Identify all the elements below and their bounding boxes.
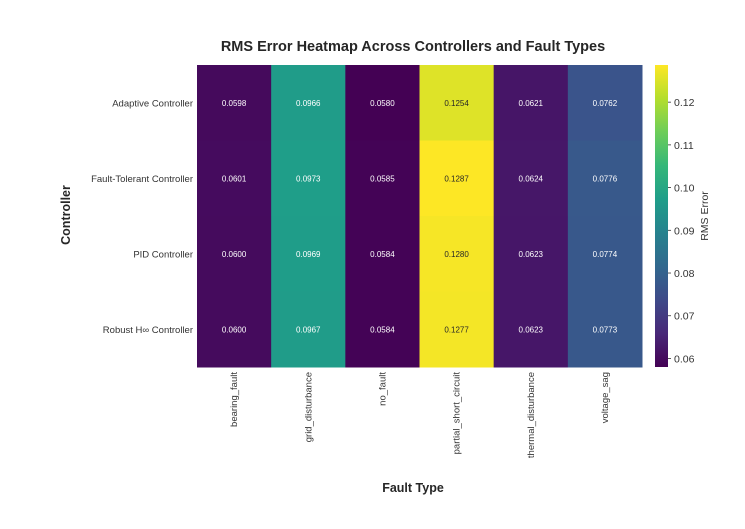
heatmap-cell [271,65,346,141]
cell-value-label: 0.0773 [593,325,618,334]
colorbar-tick-label: 0.07 [674,311,695,323]
heatmap-cell [493,140,569,217]
heatmap-cell [197,140,272,217]
heatmap-cell [493,291,569,368]
colorbar-ticks: 0.06 0.07 0.08 0.09 0.10 0.11 0.12 [668,97,695,365]
colorbar [655,65,668,367]
heatmap-cell [419,140,495,217]
y-axis-title: Controller [59,185,73,245]
heatmap-cell-labels: 0.0598 0.0966 0.0580 0.1254 0.0621 0.0762 0.06… [222,99,618,335]
cell-value-label: 0.1277 [444,325,469,334]
cell-value-label: 0.0584 [370,325,395,334]
cell-value-label: 0.0623 [519,325,544,334]
colorbar-tick-label: 0.06 [674,353,695,365]
x-tick-label: partial_short_circuit [452,372,463,455]
cell-value-label: 0.0623 [519,250,544,259]
heatmap-cell [271,216,346,292]
heatmap-cell [197,216,272,292]
cell-value-label: 0.0776 [593,174,618,183]
x-tick-label: no_fault [377,372,388,406]
cell-value-label: 0.0585 [370,174,395,183]
colorbar-tick-label: 0.08 [674,268,695,280]
cell-value-label: 0.1254 [444,99,469,108]
x-tick-label: voltage_sag [600,372,611,423]
heatmap-cell [345,140,420,217]
colorbar-tick-label: 0.10 [674,183,695,195]
heatmap-cell [345,291,420,368]
heatmap-cell [419,216,495,292]
cell-value-label: 0.0966 [296,99,321,108]
y-tick-label: Robust H∞ Controller [103,325,193,336]
x-axis-ticks: bearing_fault grid_disturbance no_fault par… [229,372,611,458]
heatmap-cells [197,65,643,368]
heatmap-cell [567,140,643,217]
cell-value-label: 0.0967 [296,325,321,334]
colorbar-tick-label: 0.09 [674,225,695,237]
heatmap-cell [271,291,346,368]
cell-value-label: 0.0762 [593,99,618,108]
heatmap-cell [567,65,643,141]
heatmap-cell [419,291,495,368]
chart-title: RMS Error Heatmap Across Controllers and… [221,39,605,55]
cell-value-label: 0.0598 [222,99,247,108]
heatmap-cell [345,216,420,292]
x-tick-label: grid_disturbance [303,372,314,442]
colorbar-tick-label: 0.11 [674,140,694,152]
heatmap-cell [493,65,569,141]
cell-value-label: 0.0969 [296,250,321,259]
cell-value-label: 0.0600 [222,250,247,259]
heatmap-cell [567,291,643,368]
y-tick-label: Fault-Tolerant Controller [91,174,193,185]
colorbar-label: RMS Error [699,191,711,241]
cell-value-label: 0.0621 [519,99,544,108]
y-tick-label: Adaptive Controller [112,98,193,109]
heatmap-cell [345,65,420,141]
cell-value-label: 0.0580 [370,99,395,108]
cell-value-label: 0.1280 [444,250,469,259]
heatmap-cell [271,140,346,217]
colorbar-tick-label: 0.12 [674,97,695,109]
cell-value-label: 0.0601 [222,174,247,183]
heatmap-cell [567,216,643,292]
x-tick-label: bearing_fault [229,372,240,427]
x-tick-label: thermal_disturbance [526,372,537,458]
cell-value-label: 0.0584 [370,250,395,259]
cell-value-label: 0.1287 [444,174,469,183]
y-tick-label: PID Controller [133,249,193,260]
cell-value-label: 0.0973 [296,174,321,183]
y-axis-ticks: Adaptive Controller Fault-Tolerant Contro… [91,98,193,336]
cell-value-label: 0.0624 [519,174,544,183]
heatmap-cell [197,65,272,141]
heatmap-cell [197,291,272,368]
heatmap-cell [419,65,495,141]
cell-value-label: 0.0774 [593,250,618,259]
cell-value-label: 0.0600 [222,325,247,334]
x-axis-title: Fault Type [382,481,444,495]
heatmap-cell [493,216,569,292]
